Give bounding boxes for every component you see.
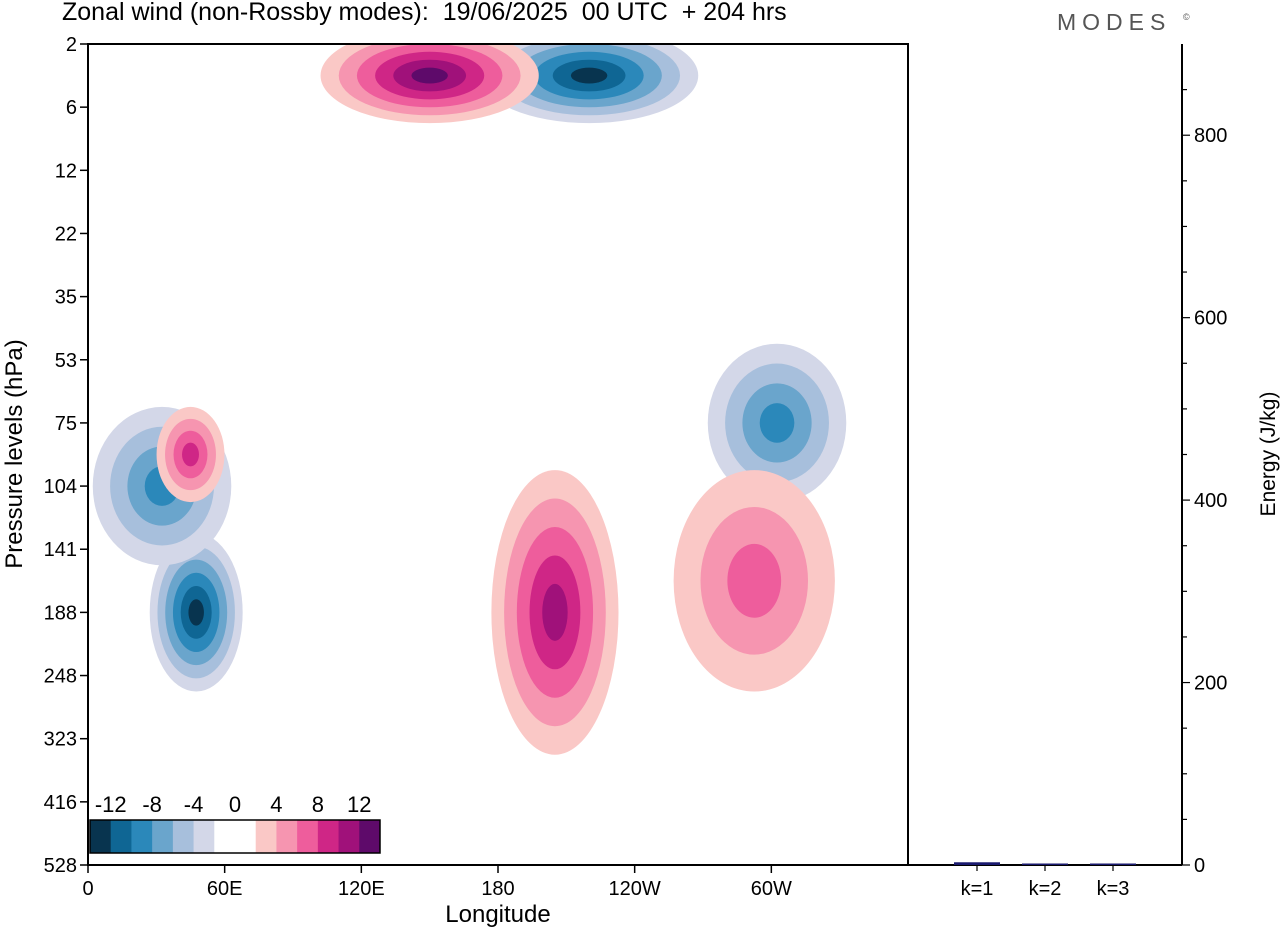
colorbar-swatch	[214, 820, 236, 853]
wind-anomaly-positive-6	[156, 406, 225, 503]
pressure-tick-label: 104	[44, 476, 77, 498]
longitude-tick-label: 180	[481, 878, 514, 900]
longitude-tick-label: 120W	[609, 878, 661, 900]
energy-category-label: k=2	[1029, 878, 1062, 900]
longitude-tick-label: 60E	[207, 878, 243, 900]
pressure-tick-label: 12	[55, 160, 77, 182]
y-axis-label: Pressure levels (hPa)	[1, 339, 28, 568]
wind-anomaly-positive-5	[320, 44, 539, 124]
pressure-tick-label: 188	[44, 602, 77, 624]
longitude-tick-label: 120E	[338, 878, 385, 900]
pressure-tick-label: 53	[55, 350, 77, 372]
chart-title: Zonal wind (non-Rossby modes): 19/06/202…	[62, 0, 787, 26]
pressure-tick-label: 22	[55, 223, 77, 245]
longitude-tick-label: 0	[82, 878, 93, 900]
contour-band	[759, 403, 795, 443]
colorbar-swatch	[276, 820, 298, 853]
pressure-tick-label: 2	[66, 34, 77, 56]
pressure-tick-label: 6	[66, 97, 77, 119]
contour-band	[182, 442, 199, 467]
colorbar-swatch	[359, 820, 381, 853]
brand-logo: MODES	[1057, 9, 1172, 35]
energy-tick-label: 200	[1194, 673, 1227, 695]
contour-band	[411, 67, 448, 84]
wind-anomaly-negative-1	[149, 533, 243, 692]
colorbar-label: 12	[347, 792, 371, 817]
longitude-axis: 0 60E 120E 180 120W 60W	[82, 865, 792, 900]
pressure-tick-label: 248	[44, 666, 77, 688]
pressure-tick-label: 323	[44, 729, 77, 751]
colorbar-swatch	[235, 820, 257, 853]
colorbar: -12 -8 -4 0 4 8 12	[89, 792, 381, 854]
energy-panel: 0 200 400 600 800 k=1 k=2 k=3	[954, 89, 1227, 900]
energy-category-label: k=1	[961, 878, 994, 900]
colorbar-swatch	[110, 820, 132, 853]
energy-category-label: k=3	[1097, 878, 1130, 900]
contour-band	[542, 583, 568, 641]
pressure-tick-label: 141	[44, 539, 77, 561]
colorbar-label: -4	[184, 792, 204, 817]
pressure-tick-label: 75	[55, 413, 77, 435]
energy-bar-k=3	[1090, 863, 1136, 865]
x-axis-label: Longitude	[445, 901, 550, 928]
colorbar-swatch	[297, 820, 319, 853]
copyright-mark: ©	[1183, 12, 1190, 22]
colorbar-swatch	[317, 820, 340, 853]
energy-bar-k=2	[1022, 863, 1068, 865]
energy-axis-label: Energy (J/kg)	[1257, 392, 1280, 517]
energy-tick-label: 0	[1194, 855, 1205, 877]
wind-anomaly-positive-7	[491, 470, 619, 755]
energy-tick-label: 400	[1194, 490, 1227, 512]
colorbar-swatch	[131, 820, 153, 853]
colorbar-swatch	[255, 820, 277, 853]
contour-band	[188, 599, 204, 626]
energy-bar-k=1	[954, 862, 1000, 865]
colorbar-label: 0	[229, 792, 241, 817]
colorbar-swatch	[338, 820, 360, 853]
energy-tick-label: 600	[1194, 308, 1227, 330]
longitude-tick-label: 60W	[751, 878, 792, 900]
colorbar-swatch	[193, 820, 215, 853]
energy-tick-label: 800	[1194, 125, 1227, 147]
contour-band	[570, 67, 608, 84]
colorbar-swatch	[152, 820, 174, 853]
pressure-tick-label: 416	[44, 792, 77, 814]
colorbar-label: 8	[312, 792, 324, 817]
colorbar-label: -8	[142, 792, 162, 817]
colorbar-label: -12	[95, 792, 127, 817]
colorbar-swatch	[172, 820, 195, 853]
colorbar-swatch	[90, 820, 112, 853]
pressure-axis: 2 6 12 22 35 53 75 104 141 188 248 323 416 528	[44, 34, 88, 877]
contour-band	[727, 543, 782, 618]
colorbar-label: 4	[270, 792, 282, 817]
colorbar-outline	[89, 819, 381, 854]
wind-anomaly-negative-4	[707, 343, 847, 503]
wind-anomaly-positive-8	[673, 470, 835, 692]
pressure-tick-label: 528	[44, 855, 77, 877]
wind-field	[92, 44, 847, 755]
pressure-tick-label: 35	[55, 287, 77, 309]
